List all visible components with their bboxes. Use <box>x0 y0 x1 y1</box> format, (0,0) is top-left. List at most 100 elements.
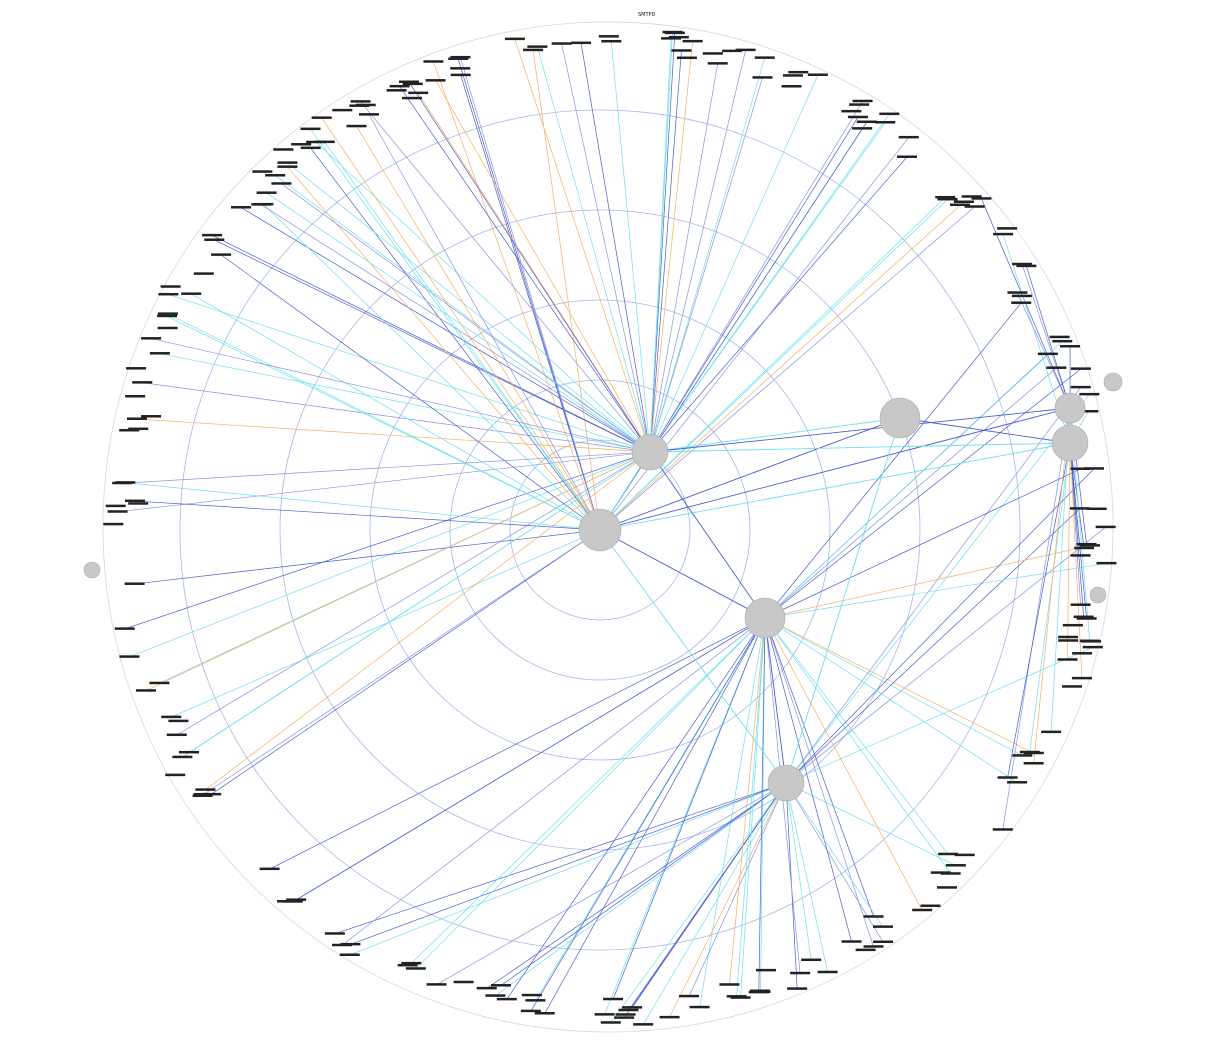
edge <box>764 545 1091 619</box>
edge <box>649 33 676 453</box>
node-label-mark <box>193 792 214 796</box>
node-label-mark <box>1074 546 1095 550</box>
node-label-mark <box>954 853 975 857</box>
edge <box>649 77 763 453</box>
edge <box>1067 442 1071 660</box>
node-label-mark <box>754 56 775 59</box>
node-label-mark <box>399 80 420 84</box>
edge <box>514 38 651 453</box>
edge <box>599 417 901 531</box>
edge <box>610 41 651 453</box>
node-label-mark <box>618 1008 639 1012</box>
node-label-mark <box>534 1012 555 1015</box>
node-label-mark <box>787 987 808 990</box>
node-label-mark <box>856 120 877 124</box>
node-label-mark <box>594 1013 615 1016</box>
node-label-mark <box>855 948 876 952</box>
edge <box>368 114 601 531</box>
node-label-mark <box>1083 467 1104 470</box>
edge <box>171 529 601 718</box>
node-label-mark <box>847 115 868 119</box>
edge <box>642 782 787 1025</box>
node-label-mark <box>896 155 917 158</box>
node-label-mark <box>615 1013 636 1016</box>
node-label-mark <box>997 227 1018 230</box>
node-label-mark <box>350 100 371 103</box>
node-label-mark <box>265 174 286 177</box>
ring <box>449 379 751 681</box>
edge <box>159 353 651 453</box>
node-label-mark <box>332 943 353 947</box>
edge <box>764 468 1081 619</box>
node-label-mark <box>448 57 469 60</box>
edge <box>1050 407 1071 733</box>
node-label-mark <box>161 715 182 719</box>
node-label-mark <box>997 776 1018 779</box>
node-label-mark <box>277 161 298 164</box>
edge <box>764 617 874 917</box>
edge <box>360 101 651 453</box>
edge <box>341 617 766 946</box>
node-label-mark <box>938 852 959 856</box>
edge <box>599 201 965 531</box>
node-label-mark <box>603 997 624 1001</box>
node-label-mark <box>852 127 873 130</box>
edge <box>261 204 651 453</box>
node-label-mark <box>165 773 186 777</box>
ring <box>279 209 921 851</box>
outer-nodes <box>103 30 1117 1026</box>
node-label-mark <box>339 953 360 956</box>
node-label-mark <box>192 794 213 797</box>
node-label-mark <box>971 197 992 200</box>
edge <box>764 617 923 911</box>
node-label-mark <box>1079 392 1100 396</box>
edge <box>211 235 651 453</box>
node-label-mark <box>300 146 321 150</box>
node-label-mark <box>397 963 418 967</box>
hub <box>879 397 921 439</box>
node-label-mark <box>1079 639 1100 643</box>
node-label-mark <box>386 89 407 92</box>
node-label-mark <box>633 1023 654 1026</box>
node-label-mark <box>389 84 410 88</box>
node-label-mark <box>1070 603 1091 606</box>
node-label-mark <box>311 116 332 119</box>
edge <box>500 782 787 986</box>
node-label-mark <box>661 37 682 40</box>
edge <box>649 451 766 619</box>
node-label-mark <box>332 108 353 112</box>
node-label-mark <box>125 499 146 503</box>
edge <box>506 617 766 1000</box>
edge <box>785 387 1082 784</box>
edge <box>649 63 719 453</box>
edge <box>649 50 746 453</box>
node-label-mark <box>520 1009 541 1013</box>
node-label-mark <box>1007 291 1028 294</box>
node-label-mark <box>898 135 919 139</box>
edge <box>205 451 651 791</box>
node-label-mark <box>614 1016 635 1019</box>
edge <box>580 43 651 453</box>
node-label-mark <box>1070 467 1091 470</box>
edge <box>1029 442 1071 753</box>
node-label-mark <box>707 62 728 65</box>
edge <box>610 782 787 1023</box>
node-label-mark <box>1049 335 1070 339</box>
node-label-mark <box>863 945 884 948</box>
node-label-mark <box>1016 264 1037 268</box>
node-label-mark <box>408 91 429 95</box>
edge <box>764 368 1082 619</box>
edge <box>334 782 787 935</box>
hub-nodes <box>83 372 1123 802</box>
node-label-mark <box>355 103 376 107</box>
node-label-mark <box>752 76 773 79</box>
edge <box>688 782 787 997</box>
edge <box>436 782 787 985</box>
node-label-mark <box>107 510 128 513</box>
node-label-mark <box>160 285 181 288</box>
node-label-mark <box>1070 554 1091 557</box>
node-label-mark <box>719 983 740 986</box>
edge <box>287 166 601 531</box>
node-label-mark <box>1086 507 1107 511</box>
edge <box>134 529 601 585</box>
